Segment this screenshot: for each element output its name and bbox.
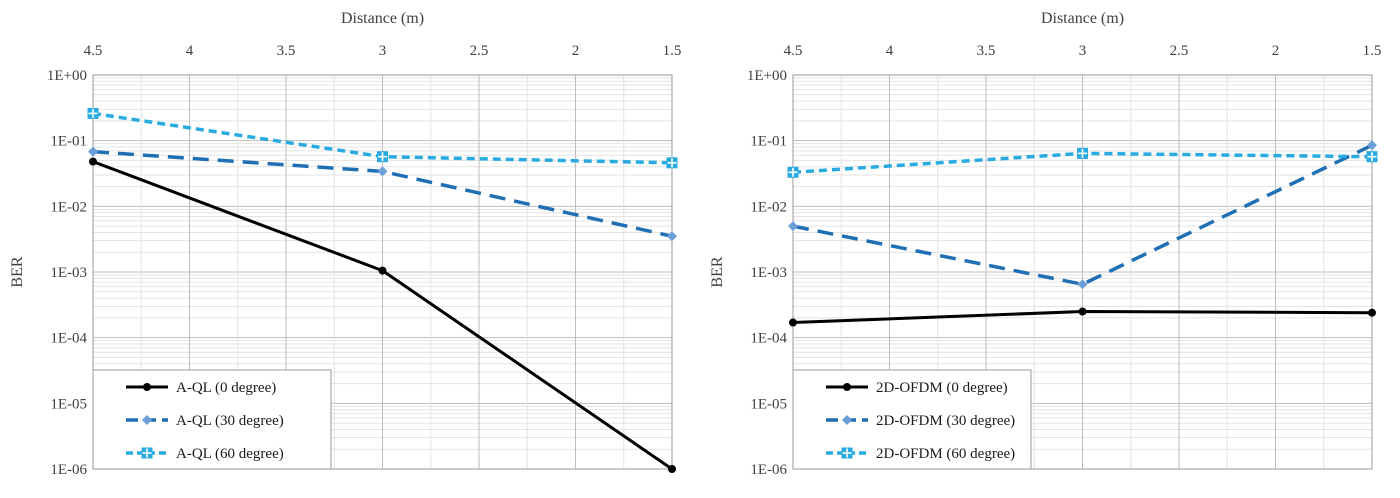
series-a-ql-30-degree xyxy=(88,146,677,242)
legend-item: A-QL (0 degree) xyxy=(126,380,276,396)
data-point xyxy=(1077,279,1088,290)
x-tick-label: 3 xyxy=(1079,43,1087,59)
legend-item: 2D-OFDM (30 degree) xyxy=(826,413,1015,429)
data-point xyxy=(1077,147,1088,159)
legend-label: A-QL (60 degree) xyxy=(176,446,284,462)
data-point xyxy=(667,231,677,242)
plot-area xyxy=(92,74,673,470)
y-tick-label: 1E-05 xyxy=(50,396,87,412)
data-point xyxy=(788,221,798,232)
y-tick-label: 1E-03 xyxy=(50,265,87,281)
plot-area xyxy=(792,74,1373,470)
x-tick-label: 2 xyxy=(1272,43,1280,59)
y-tick-label: 1E+00 xyxy=(47,68,87,84)
legend-marker xyxy=(843,383,851,391)
legend-marker xyxy=(142,415,152,425)
legend-item: 2D-OFDM (0 degree) xyxy=(826,380,1008,396)
legend-item: A-QL (60 degree) xyxy=(126,446,284,462)
y-tick-label: 1E-02 xyxy=(50,199,87,215)
data-point xyxy=(87,107,99,119)
x-axis-title: Distance (m) xyxy=(341,10,424,27)
x-tick-label: 3.5 xyxy=(977,43,996,59)
chart-panel-aql: Distance (m) BER 4.5 4 3.5 3 2.5 2 1.5 1E+00 1E-01… xyxy=(9,10,682,478)
y-axis-title: BER xyxy=(709,256,726,287)
y-tick-label: 1E-04 xyxy=(750,331,787,347)
legend-label: 2D-OFDM (30 degree) xyxy=(876,413,1015,429)
chart-2d-ofdm: Distance (m) BER 4.5 4 3.5 3 2.5 2 1.5 1E+00 1E-01… xyxy=(709,10,1382,478)
legend-label: A-QL (0 degree) xyxy=(176,380,276,396)
x-tick-label: 2.5 xyxy=(470,43,489,59)
series-a-ql-60-degree xyxy=(87,107,678,169)
y-tick-label: 1E-01 xyxy=(50,134,87,150)
chart-panel-2d-ofdm: Distance (m) BER 4.5 4 3.5 3 2.5 2 1.5 1E+00 1E-01… xyxy=(700,0,1400,498)
x-tick-label: 3.5 xyxy=(277,43,296,59)
data-point xyxy=(666,157,678,169)
x-tick-label: 2 xyxy=(572,43,580,59)
series-2d-ofdm-30-degree xyxy=(788,140,1377,290)
legend: A-QL (0 degree) A-QL (30 degree) A-QL (60 … xyxy=(92,369,332,470)
data-point xyxy=(377,151,388,163)
y-tick-label: 1E-03 xyxy=(750,265,787,281)
legend-label: 2D-OFDM (0 degree) xyxy=(876,380,1008,396)
y-tick-label: 1E-04 xyxy=(50,331,87,347)
x-tick-label: 4.5 xyxy=(784,43,803,59)
x-axis-title: Distance (m) xyxy=(1041,10,1124,27)
x-tick-label: 4.5 xyxy=(84,43,103,59)
y-axis-title: BER xyxy=(9,256,26,287)
data-point xyxy=(1368,308,1376,317)
data-point xyxy=(377,166,388,177)
y-tick-label: 1E+00 xyxy=(747,68,787,84)
data-point xyxy=(1078,307,1087,316)
legend-label: A-QL (30 degree) xyxy=(176,413,284,429)
x-tick-label: 4 xyxy=(886,43,894,59)
x-tick-label: 4 xyxy=(186,43,194,59)
data-point xyxy=(1367,140,1377,151)
legend-item: 2D-OFDM (60 degree) xyxy=(826,446,1015,462)
data-point xyxy=(787,166,799,178)
legend-marker xyxy=(143,383,151,391)
x-tick-label: 3 xyxy=(379,43,387,59)
grid xyxy=(792,74,1373,470)
data-point xyxy=(378,266,387,275)
y-tick-label: 1E-05 xyxy=(750,396,787,412)
x-tick-label: 1.5 xyxy=(1363,43,1382,59)
y-tick-label: 1E-06 xyxy=(750,462,787,478)
data-point xyxy=(89,157,97,166)
legend-label: 2D-OFDM (60 degree) xyxy=(876,446,1015,462)
legend-item: A-QL (30 degree) xyxy=(126,413,284,429)
series-a-ql-0-degree xyxy=(89,157,676,473)
x-tick-label: 1.5 xyxy=(663,43,682,59)
data-point xyxy=(1366,151,1378,163)
chart-aql: Distance (m) BER 4.5 4 3.5 3 2.5 2 1.5 1E+00 1E-01… xyxy=(9,10,682,478)
data-point xyxy=(88,146,98,157)
data-point xyxy=(668,465,676,473)
y-tick-label: 1E-02 xyxy=(750,199,787,215)
data-point xyxy=(789,318,797,327)
series-2d-ofdm-60-degree xyxy=(787,147,1378,178)
legend-marker xyxy=(841,447,853,459)
x-tick-label: 2.5 xyxy=(1170,43,1189,59)
legend-marker xyxy=(842,415,852,425)
legend-marker xyxy=(141,447,153,459)
y-tick-label: 1E-01 xyxy=(750,134,787,150)
legend: 2D-OFDM (0 degree) 2D-OFDM (30 degree) 2D-… xyxy=(792,369,1032,470)
series-2d-ofdm-0-degree xyxy=(789,307,1376,327)
y-tick-label: 1E-06 xyxy=(50,462,87,478)
series-line xyxy=(792,143,1373,287)
